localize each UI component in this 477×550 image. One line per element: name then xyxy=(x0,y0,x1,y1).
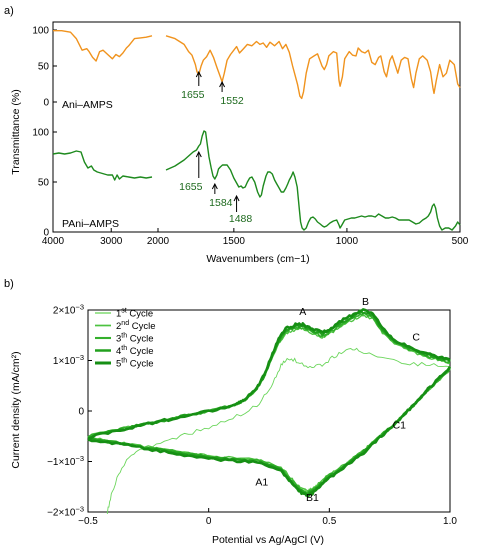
cv-peak-labels: A B C C1 A1 B1 xyxy=(255,296,420,504)
cv-x-tick-label: 1.0 xyxy=(443,516,457,527)
peak-label-c: C xyxy=(412,331,420,343)
legend-label-cycle-5: 5th Cycle xyxy=(116,358,154,370)
ftir-line-pani-amps-high-wavenumber xyxy=(52,150,153,181)
ftir-y-tick-label: 100 xyxy=(32,26,49,37)
annotation-arrowhead xyxy=(195,70,202,78)
cv-line-cycle-3-anodic xyxy=(87,312,451,438)
ftir-series xyxy=(52,30,461,231)
series-label-ani-amps: Ani–AMPS xyxy=(62,99,113,111)
annotation-label-1488: 1488 xyxy=(229,213,253,225)
annotation-arrowhead xyxy=(219,80,226,88)
legend-label-cycle-2: 2nd Cycle xyxy=(116,320,156,332)
ftir-annotations: 1655 1552 1655 1584 1488 xyxy=(179,70,253,225)
cv-x-tick-label: 0 xyxy=(206,516,212,527)
ftir-line-ani-amps-high-wavenumber xyxy=(53,30,153,62)
ftir-x-tick-label: 3000 xyxy=(100,236,123,247)
cv-line-cycle-5-cathodic xyxy=(87,365,452,498)
panel-a-label: a) xyxy=(4,5,14,17)
peak-label-a1: A1 xyxy=(255,477,268,489)
cv-y-tick-label: 2×10−3 xyxy=(53,303,84,317)
ftir-y-axis-label: Transmittance (%) xyxy=(10,89,22,174)
peak-label-c1: C1 xyxy=(393,420,407,432)
cv-x-axis-label: Potential vs Ag/AgCl (V) xyxy=(212,534,324,546)
annotation-arrowhead xyxy=(211,182,218,190)
legend-label-cycle-1: 1st Cycle xyxy=(116,308,153,320)
peak-label-a: A xyxy=(299,306,306,318)
ftir-line-pani-amps-low-wavenumber xyxy=(165,130,461,231)
cv-line-cycle-5-anodic xyxy=(87,308,451,440)
cv-panel: b) −0.5 0 0.5 1.0 −2×10−3 −1×10−3 0 1×10−3 2×10−… xyxy=(4,278,457,546)
panel-b-label: b) xyxy=(4,278,14,290)
ftir-y-tick-label: 100 xyxy=(32,128,49,139)
peak-label-b: B xyxy=(362,296,369,308)
annotation-arrowhead xyxy=(233,194,240,202)
ftir-x-tick-label: 1000 xyxy=(336,236,359,247)
legend-label-cycle-3: 3th Cycle xyxy=(116,333,154,345)
cv-y-tick-label: 1×10−3 xyxy=(53,353,84,367)
cv-x-tick-label: 0.5 xyxy=(322,516,336,527)
annotation-label-1584: 1584 xyxy=(209,197,233,209)
cv-x-tick-label: −0.5 xyxy=(78,516,98,527)
annotation-label-1655: 1655 xyxy=(179,181,203,193)
cv-ticks: −0.5 0 0.5 1.0 −2×10−3 −1×10−3 0 1×10−3 2×10−3 xyxy=(47,303,457,528)
cv-y-tick-label: −2×10−3 xyxy=(47,505,84,519)
ftir-y-tick-label: 0 xyxy=(43,98,49,109)
ftir-y-tick-label: 50 xyxy=(38,62,50,73)
ftir-x-tick-label: 500 xyxy=(452,236,469,247)
annotation-label-1655: 1655 xyxy=(181,89,205,101)
series-label-pani-amps: PAni–AMPS xyxy=(62,218,119,230)
legend-label-cycle-4: 4th Cycle xyxy=(116,345,154,357)
cv-series xyxy=(87,308,452,515)
ftir-line-ani-amps-low-wavenumber xyxy=(165,35,461,100)
ftir-y-tick-label: 50 xyxy=(38,178,50,189)
ftir-plot-frame xyxy=(52,21,461,233)
ftir-x-tick-label: 2000 xyxy=(147,236,170,247)
cv-y-axis-label: Current density (mA/cm²) xyxy=(10,351,22,468)
ftir-axes xyxy=(52,21,461,233)
ftir-x-tick-label: 4000 xyxy=(42,236,65,247)
ftir-x-tick-label: 1500 xyxy=(223,236,246,247)
annotation-label-1552: 1552 xyxy=(220,95,244,107)
ftir-y-tick-label: 0 xyxy=(43,228,49,239)
peak-label-b1: B1 xyxy=(306,492,319,504)
cv-y-tick-label: −1×10−3 xyxy=(47,454,84,468)
annotation-arrowhead xyxy=(195,150,202,158)
cv-y-tick-label: 0 xyxy=(78,407,84,418)
ftir-x-axis-label: Wavenumbers (cm−1) xyxy=(206,253,309,265)
